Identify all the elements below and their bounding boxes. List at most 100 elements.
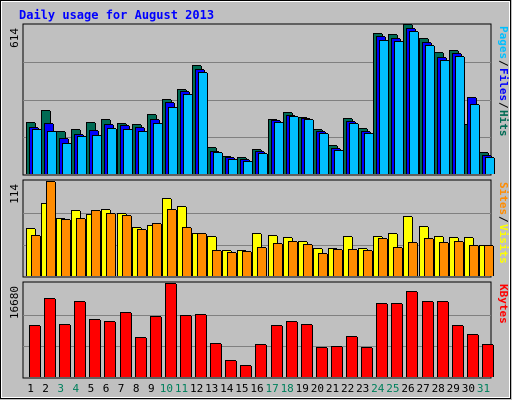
bar-kbytes-25	[391, 303, 402, 377]
bar-kbytes-31-left	[482, 344, 483, 377]
bar-files-9-left	[150, 119, 151, 174]
bar-files-1-left	[29, 127, 30, 174]
bar-kbytes-2-left	[44, 298, 45, 377]
bar-sites-9-edge	[161, 224, 162, 276]
bar-kbytes-8	[135, 337, 146, 377]
bar-kbytes-4-edge	[85, 302, 86, 377]
bar-visits-15	[237, 250, 246, 276]
bar-sites-21-cap	[333, 249, 342, 250]
bar-hits-6-cap	[101, 119, 110, 120]
bar-pages-25-edge	[403, 42, 404, 174]
bar-pages-6-cap	[107, 128, 116, 129]
bar-kbytes-5-edge	[100, 320, 101, 377]
bar-hits-24-left	[373, 33, 374, 174]
bar-sites-6	[106, 213, 115, 276]
bar-kbytes-7-cap	[120, 312, 131, 313]
bar-kbytes-24-left	[376, 303, 377, 377]
bar-sites-31-edge	[493, 246, 494, 276]
bar-visits-16-cap	[252, 233, 261, 234]
bar-sites-7-cap	[122, 215, 131, 216]
bar-files-25-cap	[391, 38, 400, 39]
bar-kbytes-19	[301, 324, 312, 377]
bar-pages-28-edge	[449, 61, 450, 174]
bar-pages-8	[138, 131, 147, 174]
bar-kbytes-29	[452, 325, 463, 377]
bar-files-3-left	[59, 138, 60, 174]
bar-pages-4	[77, 136, 86, 174]
bar-pages-9	[153, 123, 162, 174]
bar-pages-14	[228, 159, 237, 174]
bar-pages-7-edge	[132, 130, 133, 174]
bar-pages-5-cap	[92, 135, 101, 136]
bar-kbytes-13-cap	[210, 343, 221, 344]
bar-hits-16-left	[252, 149, 253, 174]
bar-pages-1	[32, 129, 41, 174]
day-label-14: 14	[220, 382, 234, 395]
bar-hits-28-cap	[434, 52, 443, 53]
bar-visits-27-cap	[419, 226, 428, 227]
bar-sites-17	[273, 243, 282, 276]
bar-sites-27	[424, 238, 433, 276]
bar-hits-16-cap	[252, 149, 261, 150]
bar-sites-2-left	[46, 181, 47, 276]
bar-pages-7-cap	[123, 129, 132, 130]
bar-visits-23-cap	[358, 248, 367, 249]
bar-visits-10-cap	[162, 198, 171, 199]
bar-visits-11-cap	[177, 206, 186, 207]
bar-hits-1-left	[26, 122, 27, 174]
bar-kbytes-23-cap	[361, 347, 372, 348]
bar-files-21-cap	[331, 148, 340, 149]
bar-sites-1-cap	[31, 235, 40, 236]
bar-files-5-left	[89, 130, 90, 174]
bar-visits-2	[41, 203, 50, 276]
bar-kbytes-10	[165, 283, 176, 377]
bar-kbytes-1-cap	[29, 325, 40, 326]
bar-files-30-left	[467, 97, 468, 174]
bar-pages-12	[198, 72, 207, 174]
bar-sites-7-edge	[131, 216, 132, 276]
bar-kbytes-29-cap	[452, 325, 463, 326]
bar-hits-2-cap	[41, 110, 50, 111]
bar-visits-15-left	[237, 250, 238, 276]
bar-pages-26-edge	[418, 32, 419, 174]
bar-files-20-cap	[316, 131, 325, 132]
day-label-11: 11	[175, 382, 188, 395]
bar-pages-2	[47, 131, 56, 174]
bar-kbytes-16-edge	[266, 345, 267, 377]
bar-sites-26-cap	[408, 242, 417, 243]
bar-pages-28-cap	[440, 60, 449, 61]
bar-files-19-left	[301, 118, 302, 174]
bar-pages-30-cap	[470, 104, 479, 105]
bar-pages-30-left	[470, 104, 471, 174]
bar-kbytes-25-edge	[402, 304, 403, 377]
day-label-15: 15	[235, 382, 248, 395]
bar-kbytes-19-edge	[312, 325, 313, 377]
bar-pages-23-left	[364, 133, 365, 174]
bar-files-14-cap	[225, 157, 234, 158]
bar-files-16-cap	[255, 151, 264, 152]
bar-pages-13-cap	[213, 152, 222, 153]
bar-sites-22-cap	[348, 249, 357, 250]
legend-separator: /	[497, 60, 510, 67]
bar-sites-10	[167, 209, 176, 276]
bar-files-25-left	[391, 38, 392, 174]
bar-visits-4-cap	[71, 210, 80, 211]
bar-sites-20-edge	[327, 254, 328, 276]
bar-visits-7-cap	[117, 213, 126, 214]
bar-visits-22-left	[343, 236, 344, 276]
bar-hits-17-cap	[268, 119, 277, 120]
bar-sites-6-edge	[115, 214, 116, 276]
bar-kbytes-13	[210, 343, 221, 377]
bar-files-15-left	[240, 159, 241, 174]
bar-sites-29-edge	[463, 242, 464, 276]
bar-kbytes-19-left	[301, 324, 302, 377]
bar-visits-4-left	[71, 210, 72, 276]
bar-visits-3	[56, 218, 65, 276]
bar-sites-18-left	[288, 241, 289, 276]
bar-kbytes-10-left	[165, 283, 166, 377]
panel-1: 614 Pages/Files/Hits	[8, 23, 510, 176]
bar-sites-28-cap	[439, 242, 448, 243]
bar-visits-6-cap	[101, 209, 110, 210]
bar-pages-12-edge	[207, 73, 208, 174]
